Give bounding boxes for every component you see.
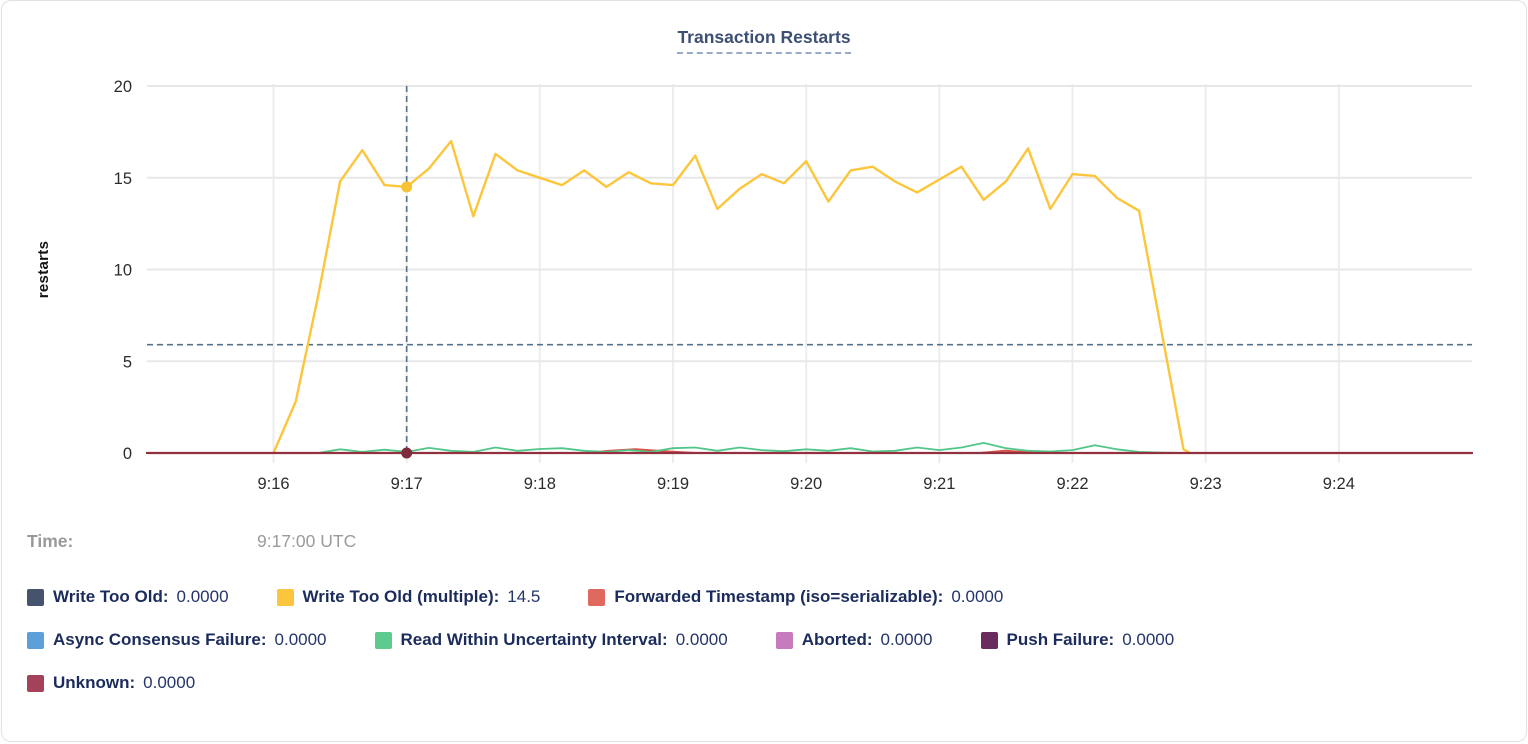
unknown-swatch [27,674,44,692]
svg-text:9:23: 9:23 [1190,475,1222,493]
read-within-uncertainty-interval-swatch [374,631,392,649]
legend-item-push-failure: Push Failure: 0.0000 [980,630,1175,650]
forwarded-timestamp-swatch [588,588,606,606]
legend-label: Write Too Old (multiple): [302,587,500,606]
legend-item-forwarded-timestamp: Forwarded Timestamp (iso=serializable): … [588,587,1003,607]
svg-text:9:22: 9:22 [1056,475,1088,493]
svg-text:0: 0 [123,445,132,463]
legend-row: Write Too Old: 0.0000 Write Too Old (mul… [27,587,1501,607]
svg-text:9:18: 9:18 [524,475,556,493]
write-too-old-swatch [27,588,44,606]
chart-title-wrap: Transaction Restarts [2,27,1526,54]
legend-label: Write Too Old: [53,587,169,606]
legend-row: Unknown: 0.0000 [27,673,1501,693]
legend-value: 0.0000 [951,587,1004,606]
legend-value: 0.0000 [1122,630,1175,649]
legend-value: 0.0000 [880,630,933,649]
aborted-swatch [775,631,793,649]
transaction-restarts-line-chart[interactable]: 0 5 10 15 20 9:16 9:17 9:18 9:19 9:20 9:21 9:22 9:23… [2,1,1527,506]
svg-text:20: 20 [114,78,132,96]
legend-item-async-consensus-failure: Async Consensus Failure: 0.0000 [27,630,327,650]
svg-text:9:19: 9:19 [657,475,689,493]
chart-title[interactable]: Transaction Restarts [677,27,851,54]
legend-value: 0.0000 [143,673,196,692]
svg-text:9:24: 9:24 [1323,475,1355,493]
svg-text:15: 15 [114,170,132,188]
legend-value: 0.0000 [675,630,728,649]
legend-item-aborted: Aborted: 0.0000 [775,630,933,650]
svg-text:10: 10 [114,262,132,280]
legend-item-write-too-old-multiple: Write Too Old (multiple): 14.5 [276,587,541,607]
legend-value: 14.5 [507,587,541,606]
legend-label: Aborted: [801,630,873,649]
svg-text:9:17: 9:17 [391,475,423,493]
svg-text:9:21: 9:21 [923,475,955,493]
write-too-old-multiple-swatch [276,588,294,606]
svg-text:9:16: 9:16 [257,475,289,493]
legend-value: 0.0000 [274,630,327,649]
legend-label: Forwarded Timestamp (iso=serializable): [614,587,944,606]
hover-time-value: 9:17:00 UTC [257,531,357,551]
legend-label: Push Failure: [1006,630,1115,649]
legend-value: 0.0000 [176,587,229,606]
legend-label: Unknown: [53,673,136,692]
legend-item-write-too-old: Write Too Old: 0.0000 [27,587,229,607]
legend-label: Read Within Uncertainty Interval: [400,630,668,649]
svg-text:9:20: 9:20 [790,475,822,493]
svg-text:restarts: restarts [35,241,52,298]
async-consensus-failure-swatch [27,631,44,649]
legend-item-read-within-uncertainty-interval: Read Within Uncertainty Interval: 0.0000 [374,630,728,650]
push-failure-swatch [980,631,998,649]
legend-row: Async Consensus Failure: 0.0000 Read Wit… [27,630,1501,650]
hover-time-row: Time: 9:17:00 UTC [27,531,356,552]
legend-label: Async Consensus Failure: [53,630,267,649]
svg-text:5: 5 [123,353,132,371]
chart-legend: Write Too Old: 0.0000 Write Too Old (mul… [27,587,1501,716]
hover-time-label: Time: [27,531,74,551]
legend-item-unknown: Unknown: 0.0000 [27,673,195,693]
